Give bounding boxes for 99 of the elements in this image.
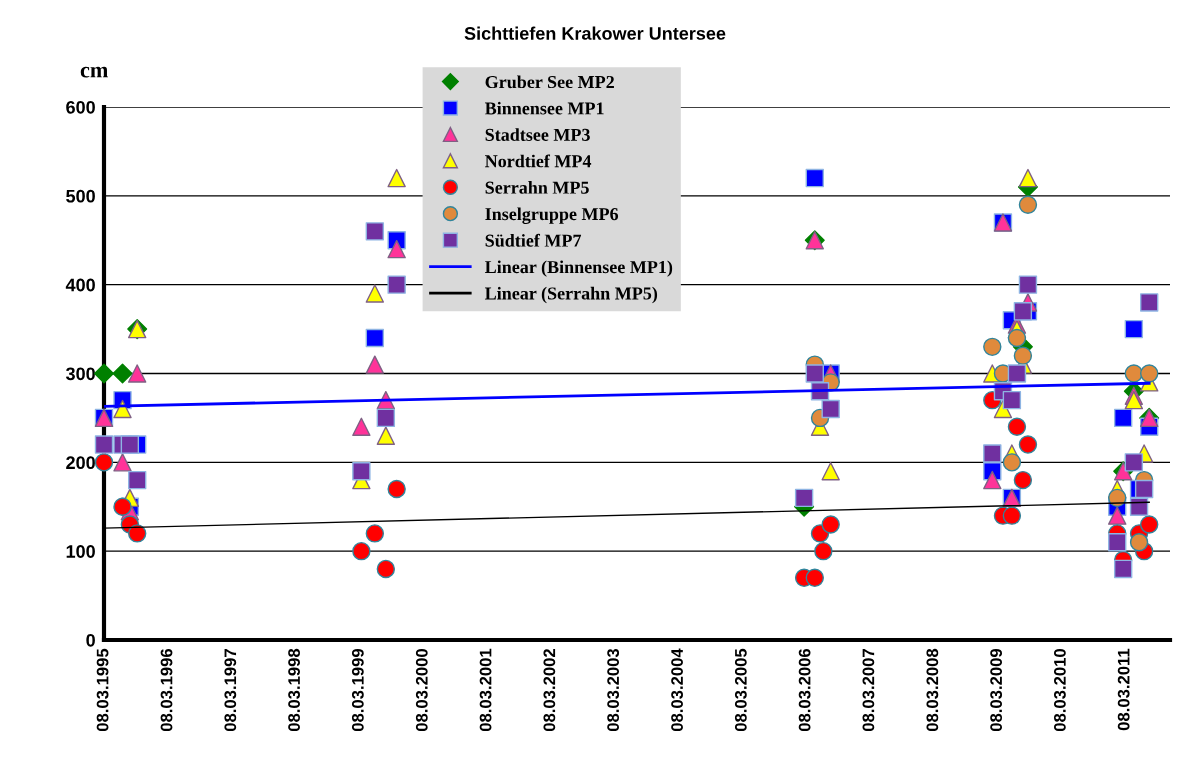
- x-tick-label: 08.03.2003: [607, 648, 620, 732]
- point: [1018, 275, 1038, 294]
- legend-label: Linear (Binnensee MP1): [484, 260, 673, 277]
- x-tick-label: 08.03.1996: [160, 648, 173, 732]
- point: [1129, 497, 1149, 516]
- legend-label: Stadtsee MP3: [485, 128, 590, 141]
- legend-label: Nordtief MP4: [485, 154, 592, 168]
- y-tick-label: 100: [66, 545, 95, 558]
- point: [365, 284, 385, 303]
- point: [365, 355, 385, 374]
- point: [983, 337, 1002, 357]
- point: [1013, 346, 1033, 365]
- point: [94, 435, 114, 454]
- y-axis-title: cm: [80, 66, 108, 78]
- point: [387, 479, 406, 499]
- x-tick-label: 08.03.2001: [479, 648, 492, 732]
- legend-label: Inselgruppe MP6: [485, 207, 619, 224]
- point: [1124, 319, 1144, 339]
- point: [1013, 470, 1033, 490]
- point: [1013, 302, 1033, 321]
- y-tick-label: 600: [66, 100, 95, 114]
- point: [1108, 533, 1127, 552]
- point: [1134, 479, 1154, 499]
- point: [821, 399, 840, 419]
- point: [376, 559, 396, 579]
- point: [365, 328, 385, 348]
- x-tick-label: 08.03.2004: [671, 648, 683, 732]
- point: [1140, 515, 1159, 534]
- x-tick-label: 08.03.2006: [798, 648, 811, 732]
- point: [113, 497, 132, 516]
- point: [1018, 435, 1038, 454]
- x-tick-label: 08.03.2007: [862, 649, 875, 732]
- y-tick-label: 0: [86, 633, 95, 647]
- point: [376, 408, 396, 428]
- point: [1129, 533, 1149, 552]
- point: [94, 453, 114, 472]
- x-tick-label: 08.03.2010: [1053, 649, 1066, 732]
- point: [1002, 506, 1022, 525]
- point: [352, 417, 371, 437]
- point: [821, 515, 840, 534]
- point: [1007, 417, 1027, 437]
- point: [365, 222, 385, 241]
- point: [814, 541, 833, 561]
- point: [1018, 195, 1038, 214]
- point: [387, 168, 406, 188]
- point: [93, 363, 115, 384]
- y-tick-label: 400: [65, 278, 95, 292]
- point: [1007, 364, 1027, 383]
- point: [127, 524, 147, 543]
- point: [1002, 390, 1022, 410]
- point: [805, 568, 824, 588]
- x-tick-label: 08.03.2009: [990, 648, 1003, 732]
- point: [352, 541, 371, 561]
- x-tick-label: 08.03.1999: [351, 648, 364, 732]
- legend-label: Serrahn MP5: [485, 181, 589, 194]
- point: [387, 275, 406, 294]
- legend-label: Gruber See MP2: [485, 75, 614, 89]
- x-tick-label: 08.03.1997: [224, 649, 237, 732]
- point: [1113, 559, 1133, 579]
- legend-label: Linear (Serrahn MP5): [484, 286, 658, 304]
- x-tick-label: 08.03.1995: [96, 648, 109, 732]
- point: [113, 453, 132, 472]
- legend-label: Südtief MP7: [485, 233, 582, 247]
- legend-label: Binnensee MP1: [484, 101, 604, 115]
- point: [127, 364, 147, 383]
- point: [805, 168, 824, 188]
- point: [1007, 328, 1027, 348]
- x-tick-label: 08.03.2008: [926, 648, 939, 732]
- point: [1002, 453, 1022, 472]
- point: [821, 462, 840, 481]
- point: [113, 399, 132, 419]
- point: [120, 435, 140, 454]
- x-tick-label: 08.03.2011: [1117, 648, 1130, 731]
- x-tick-label: 08.03.2005: [734, 648, 747, 732]
- point: [112, 363, 133, 384]
- y-tick-label: 300: [65, 367, 95, 381]
- point: [376, 426, 396, 445]
- point: [352, 462, 371, 481]
- point: [365, 524, 385, 543]
- y-tick-label: 200: [66, 456, 95, 470]
- point: [794, 488, 814, 508]
- chart-title: Sichttiefen Krakower Untersee: [464, 26, 726, 40]
- point: [1124, 364, 1144, 383]
- x-tick-label: 08.03.2000: [415, 649, 428, 732]
- x-tick-label: 08.03.1998: [288, 648, 300, 732]
- point: [1113, 408, 1133, 428]
- point: [387, 239, 406, 259]
- point: [1124, 390, 1144, 410]
- x-tick-label: 08.03.2002: [543, 648, 556, 732]
- point: [1124, 453, 1144, 472]
- point: [127, 470, 147, 490]
- point: [1140, 293, 1159, 312]
- point: [1140, 364, 1159, 383]
- y-tick-label: 500: [66, 189, 95, 203]
- point: [1108, 506, 1127, 525]
- point: [983, 444, 1002, 463]
- point: [983, 470, 1002, 490]
- point: [805, 364, 824, 383]
- point: [1018, 168, 1038, 188]
